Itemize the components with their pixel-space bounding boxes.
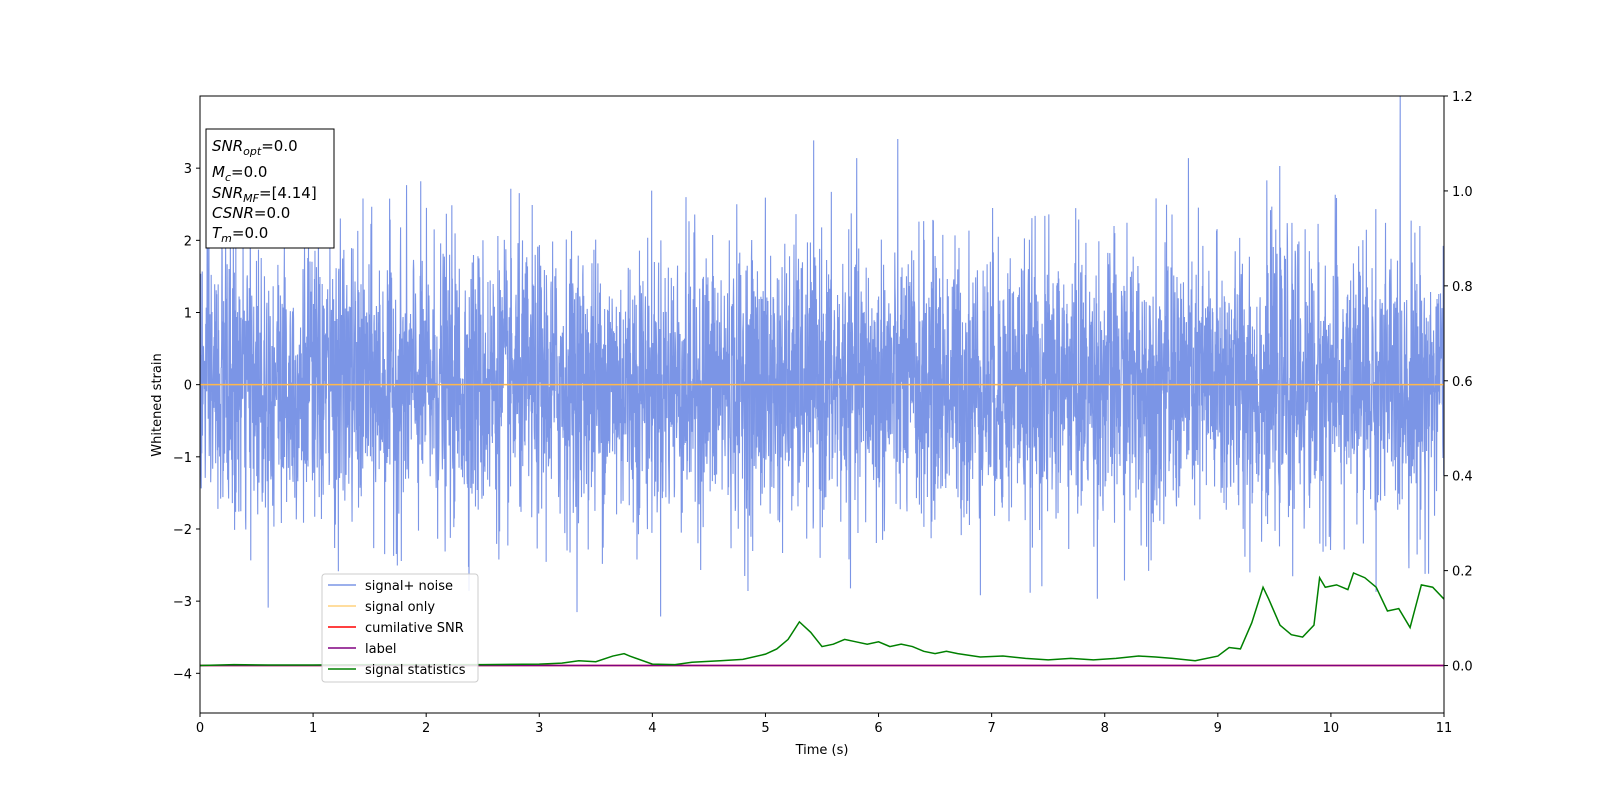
x-tick-label: 8 [1101, 721, 1109, 736]
legend-label: signal statistics [365, 663, 466, 678]
info-box-frame [205, 128, 335, 249]
y-axis-label: Whitened strain [150, 353, 165, 456]
legend-label: label [365, 642, 396, 657]
y-tick-label: 3 [184, 162, 192, 177]
y-tick-label: −4 [173, 667, 192, 682]
plot-frame [199, 95, 1445, 714]
legend: signal+ noise signal only cumilative SNR… [321, 573, 479, 683]
x-tick-label: 4 [648, 721, 656, 736]
legend-label: signal only [365, 600, 435, 615]
legend-entry-cumilative-snr: cumilative SNR [328, 621, 464, 636]
y2-tick-label: 0.2 [1452, 565, 1473, 580]
x-tick-label: 0 [196, 721, 204, 736]
y2-tick-label: 0.6 [1452, 375, 1473, 390]
y2-tick-label: 0.4 [1452, 470, 1473, 485]
legend-entry-signal-statistics: signal statistics [328, 663, 466, 678]
info-snr-mf: SNRMF=[4.14] [212, 184, 317, 205]
y2-tick-label: 0.8 [1452, 280, 1473, 295]
x-axis-ticks: 0 1 2 3 4 5 6 7 8 9 10 11 [196, 713, 1452, 736]
x-tick-label: 6 [874, 721, 882, 736]
x-axis-label: Time (s) [795, 743, 849, 758]
info-box: SNRopt=0.0 Mc=0.0 SNRMF=[4.14] CSNR=0.0 … [205, 128, 335, 249]
y-axis-ticks: −4 −3 −2 −1 0 1 2 3 [173, 162, 200, 682]
info-mc: Mc=0.0 [212, 163, 267, 184]
x-tick-label: 2 [422, 721, 430, 736]
x-tick-label: 5 [761, 721, 769, 736]
info-csnr: CSNR=0.0 [212, 204, 290, 222]
legend-entry-signal-only: signal only [328, 600, 435, 615]
y-tick-label: −3 [173, 595, 192, 610]
legend-label: signal+ noise [365, 579, 453, 594]
y2-tick-label: 0.0 [1452, 660, 1473, 675]
x-tick-label: 9 [1214, 721, 1222, 736]
y-tick-label: 1 [184, 306, 192, 321]
y-tick-label: −2 [173, 523, 192, 538]
info-tm: Tm=0.0 [212, 224, 268, 245]
y2-tick-label: 1.2 [1452, 90, 1473, 105]
series-signal-noise-line [200, 96, 1444, 617]
info-snr-opt: SNRopt=0.0 [212, 137, 298, 158]
legend-entry-label: label [328, 642, 396, 657]
y-tick-label: 2 [184, 234, 192, 249]
y2-axis-ticks: 0.0 0.2 0.4 0.6 0.8 1.0 1.2 [1444, 90, 1473, 675]
y-tick-label: 0 [184, 379, 192, 394]
x-tick-label: 7 [987, 721, 995, 736]
x-tick-label: 11 [1436, 721, 1453, 736]
y-tick-label: −1 [173, 451, 192, 466]
x-tick-label: 3 [535, 721, 543, 736]
x-tick-label: 10 [1323, 721, 1340, 736]
series-signal-statistics-line [200, 571, 1444, 667]
legend-frame [321, 573, 479, 683]
x-tick-label: 1 [309, 721, 317, 736]
y2-tick-label: 1.0 [1452, 185, 1473, 200]
legend-entry-signal-noise: signal+ noise [328, 579, 453, 594]
legend-label: cumilative SNR [365, 621, 464, 636]
